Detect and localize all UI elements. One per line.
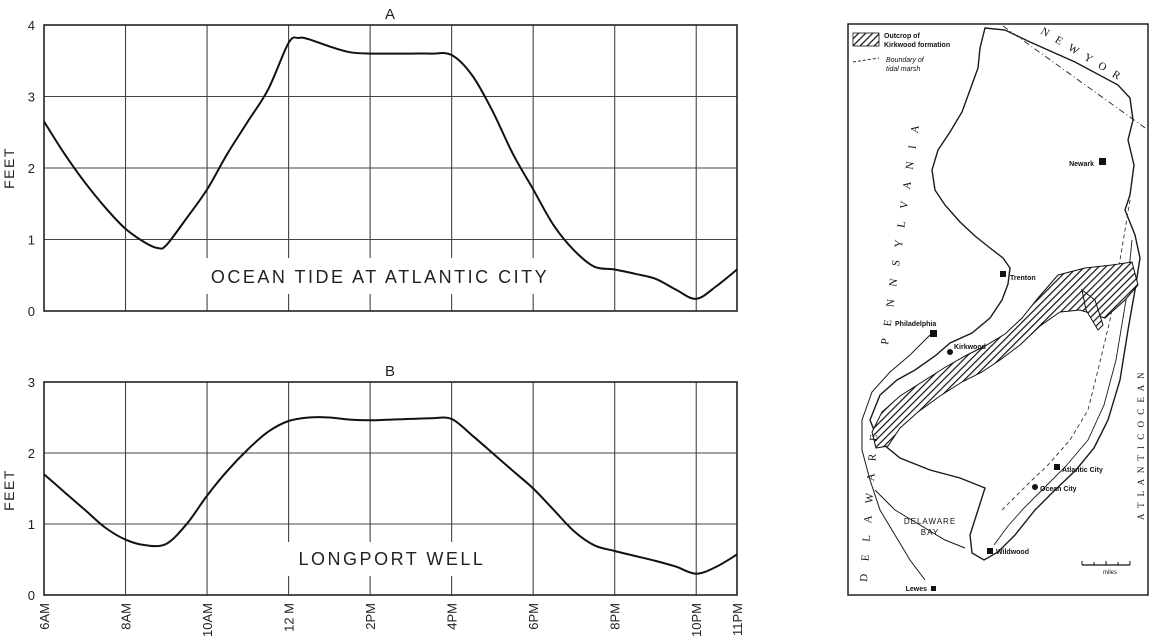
chart-b-xtick-label-0: 6AM [37,603,52,630]
trenton-label: Trenton [1010,275,1036,282]
wildwood-marker [987,548,993,554]
new-jersey-outline [869,27,1141,561]
scale-bar [1081,561,1131,566]
chart-b: B FEET 0 1 2 3 6AM 8AM 10AM 12 M 2PM 4PM 6PM 8PM 10… [1,363,745,637]
chart-b-xticks: 6AM 8AM 10AM 12 M 2PM 4PM 6PM 8PM 10PM 11PM [37,603,745,637]
chart-b-ytick-label-1: 1 [28,517,35,532]
chart-b-xtick-label-8: 10PM [689,603,704,637]
chart-b-ytick-label-3: 3 [28,375,35,390]
delaware-bay-label-1: DELAWARE [904,517,956,526]
atlantic-ocean-label: A T L A N T I C O C E A N [1136,370,1146,520]
chart-b-xtick-label-1: 8AM [119,603,134,630]
chart-a-ytick-label-1: 1 [28,233,35,248]
legend-boundary-label-2: tidal marsh [886,66,920,73]
chart-a-ytick-label-0: 0 [28,304,35,319]
philadelphia-label: Philadelphia [895,321,936,328]
chart-b-ytick-label-2: 2 [28,446,35,461]
chart-a-grid [44,25,737,311]
chart-a-yticks: 0 1 2 3 4 [28,18,35,319]
new-jersey-map: Outcrop of Kirkwood formation Boundary o… [847,23,1149,596]
scale-bar-label: miles [1103,570,1117,576]
legend-outcrop-label-1: Outcrop of [884,33,920,40]
chart-b-annotation: LONGPORT WELL [299,549,486,569]
legend-outcrop-swatch [852,32,880,47]
chart-a-series-line [43,36,738,300]
chart-b-xtick-label-9: 11PM [730,603,745,636]
trenton-marker [1000,271,1006,277]
chart-b-title: B [385,363,395,380]
newark-label: Newark [1069,161,1094,168]
ocean-city-marker [1032,484,1038,490]
legend-boundary-swatch [852,57,880,63]
newark-marker [1099,158,1106,165]
atlantic-city-marker [1054,464,1060,470]
chart-b-xtick-label-7: 8PM [608,603,623,630]
delaware-bay-label-2: BAY [921,528,939,537]
chart-b-yticks: 0 1 2 3 [28,375,35,603]
wildwood-label: Wildwood [996,549,1029,556]
philadelphia-marker [930,330,937,337]
ocean-city-label: Ocean City [1040,486,1077,493]
ny-boundary-line [1002,25,1149,131]
delaware-bay-shore [874,489,966,549]
chart-a: A FEET 0 1 2 3 4 OCEAN TIDE AT ATLANTIC CITY [1,6,738,319]
legend-boundary-label-1: Boundary of [886,57,925,64]
chart-b-ytick-label-0: 0 [28,588,35,603]
chart-b-xtick-label-4: 2PM [363,603,378,630]
chart-a-annotation: OCEAN TIDE AT ATLANTIC CITY [211,267,549,287]
legend-outcrop-label-2: Kirkwood formation [884,42,950,49]
chart-b-xtick-label-2: 10AM [200,603,215,637]
delaware-river-west-bank [861,334,931,581]
kirkwood-outcrop-strip [1081,288,1104,331]
atlantic-city-label: Atlantic City [1062,467,1103,474]
chart-a-ytick-label-2: 2 [28,161,35,176]
chart-b-xtick-label-3: 12 M [282,603,297,632]
chart-b-xtick-label-6: 6PM [526,603,541,630]
chart-b-series-line [43,416,738,575]
lewes-marker [931,586,936,591]
chart-b-frame [43,381,738,596]
chart-b-xtick-label-5: 4PM [445,603,460,630]
chart-a-title: A [385,6,395,23]
chart-a-ytick-label-3: 3 [28,90,35,105]
chart-a-frame [43,24,738,312]
kirkwood-outcrop-area [871,261,1139,449]
kirkwood-label: Kirkwood [954,344,986,351]
coastal-barrier-line [993,239,1133,546]
chart-a-ylabel: FEET [1,147,17,189]
lewes-label: Lewes [906,586,928,593]
kirkwood-marker [947,349,953,355]
chart-a-ytick-label-4: 4 [28,18,35,33]
chart-b-ylabel: FEET [1,469,17,511]
